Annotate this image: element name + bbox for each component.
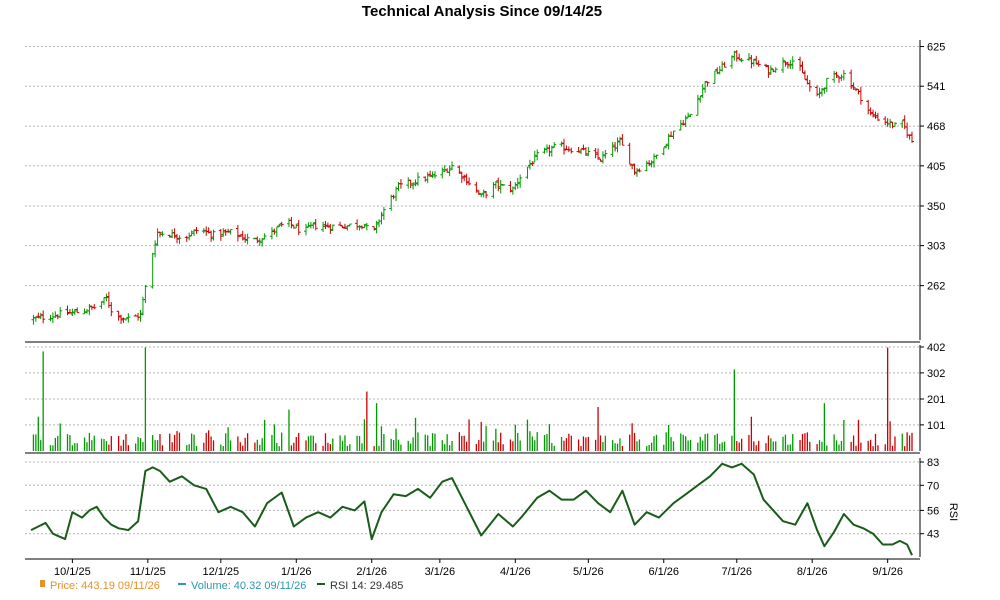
- date-tick-label: 4/1/26: [500, 566, 531, 578]
- volume-bars: [32, 347, 913, 451]
- volume-legend-swatch: [178, 583, 186, 585]
- rsi-axis-label: RSI: [947, 503, 959, 521]
- date-axis: 10/1/25 11/1/25 12/1/25 1/1/26 2/1/26 3/1/26 4…: [54, 559, 903, 578]
- volume-tick-label: 402: [927, 342, 945, 354]
- volume-axis: 402 302 201 101: [920, 342, 945, 432]
- date-tick-label: 3/1/26: [425, 566, 456, 578]
- price-tick-label: 262: [927, 281, 945, 293]
- rsi-axis: 83 70 56 43: [920, 457, 939, 541]
- legend: Price: 443.19 09/11/26 Volume: 40.32 09/…: [40, 580, 403, 592]
- panel-frames: [25, 40, 921, 560]
- rsi-tick-label: 83: [927, 457, 939, 469]
- rsi-series: [30, 462, 913, 556]
- date-tick-label: 2/1/26: [356, 566, 387, 578]
- date-tick-label: 1/1/26: [281, 566, 312, 578]
- volume-tick-label: 101: [927, 420, 945, 432]
- price-legend-swatch: [40, 580, 45, 587]
- volume-gridlines: [25, 346, 920, 426]
- date-tick-label: 12/1/25: [202, 566, 239, 578]
- rsi-legend-swatch: [317, 583, 325, 585]
- volume-tick-label: 201: [927, 394, 945, 406]
- rsi-legend-label: RSI 14: 29.485: [330, 580, 403, 592]
- price-tick-label: 625: [927, 42, 945, 54]
- rsi-gridlines: [25, 461, 920, 535]
- volume-tick-label: 302: [927, 368, 945, 380]
- rsi-tick-label: 56: [927, 505, 939, 517]
- price-axis: 625 541 468 405 350 303 262: [920, 42, 945, 293]
- date-tick-label: 8/1/26: [797, 566, 828, 578]
- rsi-line: [30, 462, 913, 556]
- price-ohlc-bars: [31, 50, 914, 325]
- date-tick-label: 10/1/25: [54, 566, 91, 578]
- date-tick-label: 9/1/26: [872, 566, 903, 578]
- price-tick-label: 350: [927, 201, 945, 213]
- rsi-tick-label: 43: [927, 529, 939, 541]
- date-tick-label: 6/1/26: [648, 566, 679, 578]
- date-tick-label: 7/1/26: [721, 566, 752, 578]
- price-tick-label: 541: [927, 81, 945, 93]
- price-tick-label: 303: [927, 241, 945, 253]
- date-tick-label: 11/1/25: [130, 566, 166, 578]
- rsi-tick-label: 70: [927, 480, 939, 492]
- price-legend-label: Price: 443.19 09/11/26: [50, 580, 160, 592]
- price-tick-label: 468: [927, 121, 945, 133]
- price-tick-label: 405: [927, 161, 945, 173]
- price-gridlines: [25, 46, 920, 287]
- date-tick-label: 5/1/26: [573, 566, 604, 578]
- chart-title: Technical Analysis Since 09/14/25: [362, 3, 602, 20]
- volume-legend-label: Volume: 40.32 09/11/26: [191, 580, 306, 592]
